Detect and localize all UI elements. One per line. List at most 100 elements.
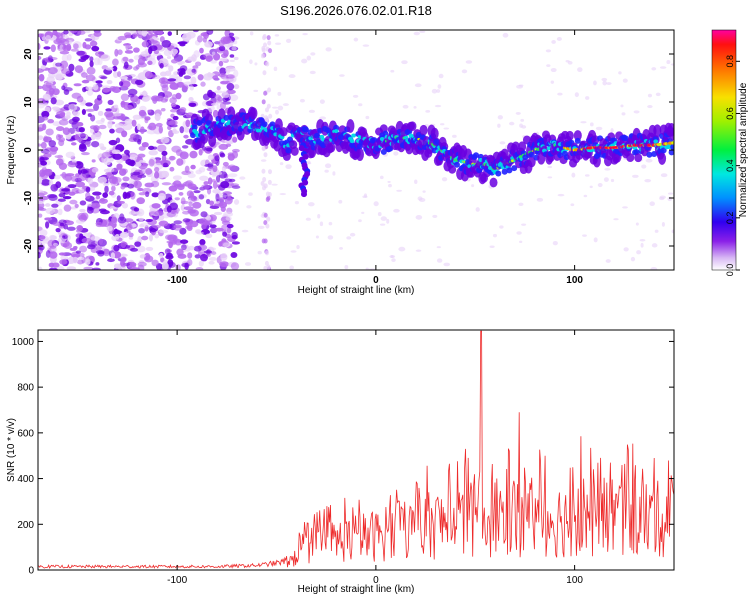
spectrogram-cell xyxy=(183,134,189,139)
spectrogram-cell xyxy=(79,200,87,206)
spectrogram-cell xyxy=(230,262,240,270)
spectrogram-cell xyxy=(219,151,225,157)
spectrogram-cell xyxy=(475,207,480,212)
spectrogram-cell xyxy=(43,46,51,50)
spectrogram-cell xyxy=(114,48,119,57)
spectrogram-cell xyxy=(222,231,228,237)
spectrogram-cell xyxy=(43,135,48,143)
spectrogram-cell xyxy=(327,142,336,153)
spectrogram-cell xyxy=(112,65,118,72)
spectrogram-cell xyxy=(618,71,622,75)
spectrogram-cell xyxy=(655,92,661,97)
spectrogram-cell xyxy=(47,67,58,75)
spectrogram-cell xyxy=(203,73,213,81)
spectrogram-cell xyxy=(63,242,73,249)
spectrogram-cell xyxy=(216,85,221,91)
spectrogram-cell xyxy=(461,69,468,74)
spectrogram-cell xyxy=(42,93,51,101)
spectrogram-cell xyxy=(602,80,607,86)
spectrogram-cell xyxy=(81,108,86,115)
spectrogram-cell xyxy=(668,149,674,156)
spectrogram-cell xyxy=(222,242,230,248)
spectrogram-cell xyxy=(198,194,205,200)
spectrogram-cell xyxy=(198,218,207,225)
spectrogram-cell xyxy=(506,167,513,174)
spectrogram-cell xyxy=(267,87,272,93)
spectrogram-cell xyxy=(148,74,158,78)
spectrogram-cell xyxy=(263,238,268,244)
spectrogram-cell xyxy=(589,122,594,127)
spectrogram-cell xyxy=(157,144,167,153)
spectrogram-cell xyxy=(226,227,232,234)
spectrogram-cell xyxy=(181,33,192,42)
spectrogram-cell xyxy=(274,34,280,37)
spectrogram-cell xyxy=(218,45,226,52)
spectrogram-cell xyxy=(137,57,145,66)
spectrogram-cell xyxy=(45,203,51,207)
spectrogram-cell xyxy=(111,185,116,192)
spectrogram-cell xyxy=(60,255,69,261)
spectrogram-cell xyxy=(632,174,639,178)
spectrogram-cell xyxy=(68,103,78,112)
spectrogram-cell xyxy=(55,75,63,81)
spectrogram-cell xyxy=(205,233,213,239)
spectrogram-cell xyxy=(127,161,136,167)
spectrogram-cell xyxy=(315,235,319,239)
spectrogram-cell xyxy=(263,90,268,96)
spectrogram-cell xyxy=(233,199,240,205)
spectrogram-cell xyxy=(86,88,94,96)
spectrogram-cell xyxy=(68,30,79,33)
spectrogram-cell xyxy=(610,178,615,183)
spectrogram-cell xyxy=(58,219,67,225)
spectrogram-cell xyxy=(90,114,96,122)
spectrogram-cell xyxy=(161,150,168,156)
spectrogram-cell xyxy=(301,58,308,64)
spectrogram-cell xyxy=(380,148,387,155)
spectrogram-cell xyxy=(660,173,668,178)
spectrogram-cell xyxy=(219,261,230,268)
spectrogram-cell xyxy=(91,202,101,209)
top-y-tick-label: -20 xyxy=(23,238,34,253)
spectrogram-cell xyxy=(386,218,390,224)
spectrogram-cell xyxy=(379,137,385,142)
spectrogram-cell xyxy=(58,192,66,198)
spectrogram-cell xyxy=(241,229,249,233)
spectrogram-cell xyxy=(94,132,102,140)
spectrogram-cell xyxy=(75,161,84,169)
spectrogram-cell xyxy=(179,65,188,72)
spectrogram-cell xyxy=(547,165,553,169)
spectrogram-cell xyxy=(413,31,420,36)
spectrogram-cell xyxy=(85,108,95,112)
spectrogram-cell xyxy=(120,80,131,88)
spectrogram-cell xyxy=(346,236,352,240)
spectrogram-cell xyxy=(661,221,665,227)
spectrogram-cell xyxy=(227,164,237,171)
colorbar-tick-label: 0.4 xyxy=(725,159,735,172)
spectrogram-cell xyxy=(138,146,146,151)
spectrogram-cell xyxy=(51,203,59,208)
spectrogram-cell xyxy=(193,245,202,252)
spectrogram-cell xyxy=(193,190,201,194)
spectrogram-cell xyxy=(207,162,214,169)
spectrogram-cell xyxy=(413,106,417,109)
spectrogram-cell xyxy=(39,229,48,237)
spectrogram-cell xyxy=(148,122,157,131)
spectrogram-cell xyxy=(338,199,343,204)
spectrogram-cell xyxy=(166,240,177,244)
spectrogram-cell xyxy=(215,193,220,202)
top-y-tick-label: 20 xyxy=(23,48,34,60)
spectrogram-cell xyxy=(246,205,252,209)
spectrogram-cell xyxy=(265,61,270,67)
spectrogram-cell xyxy=(120,100,126,108)
spectrogram-cell xyxy=(190,195,198,202)
spectrogram-cell xyxy=(95,221,103,226)
spectrogram-cell xyxy=(67,161,78,168)
spectrogram-cell xyxy=(48,267,58,270)
spectrogram-cell xyxy=(659,196,665,201)
spectrogram-cell xyxy=(352,94,359,98)
spectrogram-cell xyxy=(212,109,219,118)
spectrogram-cell xyxy=(38,97,46,105)
spectrogram-cell xyxy=(393,151,399,156)
spectrogram-cell xyxy=(670,63,674,66)
spectrogram-cell xyxy=(649,201,655,207)
